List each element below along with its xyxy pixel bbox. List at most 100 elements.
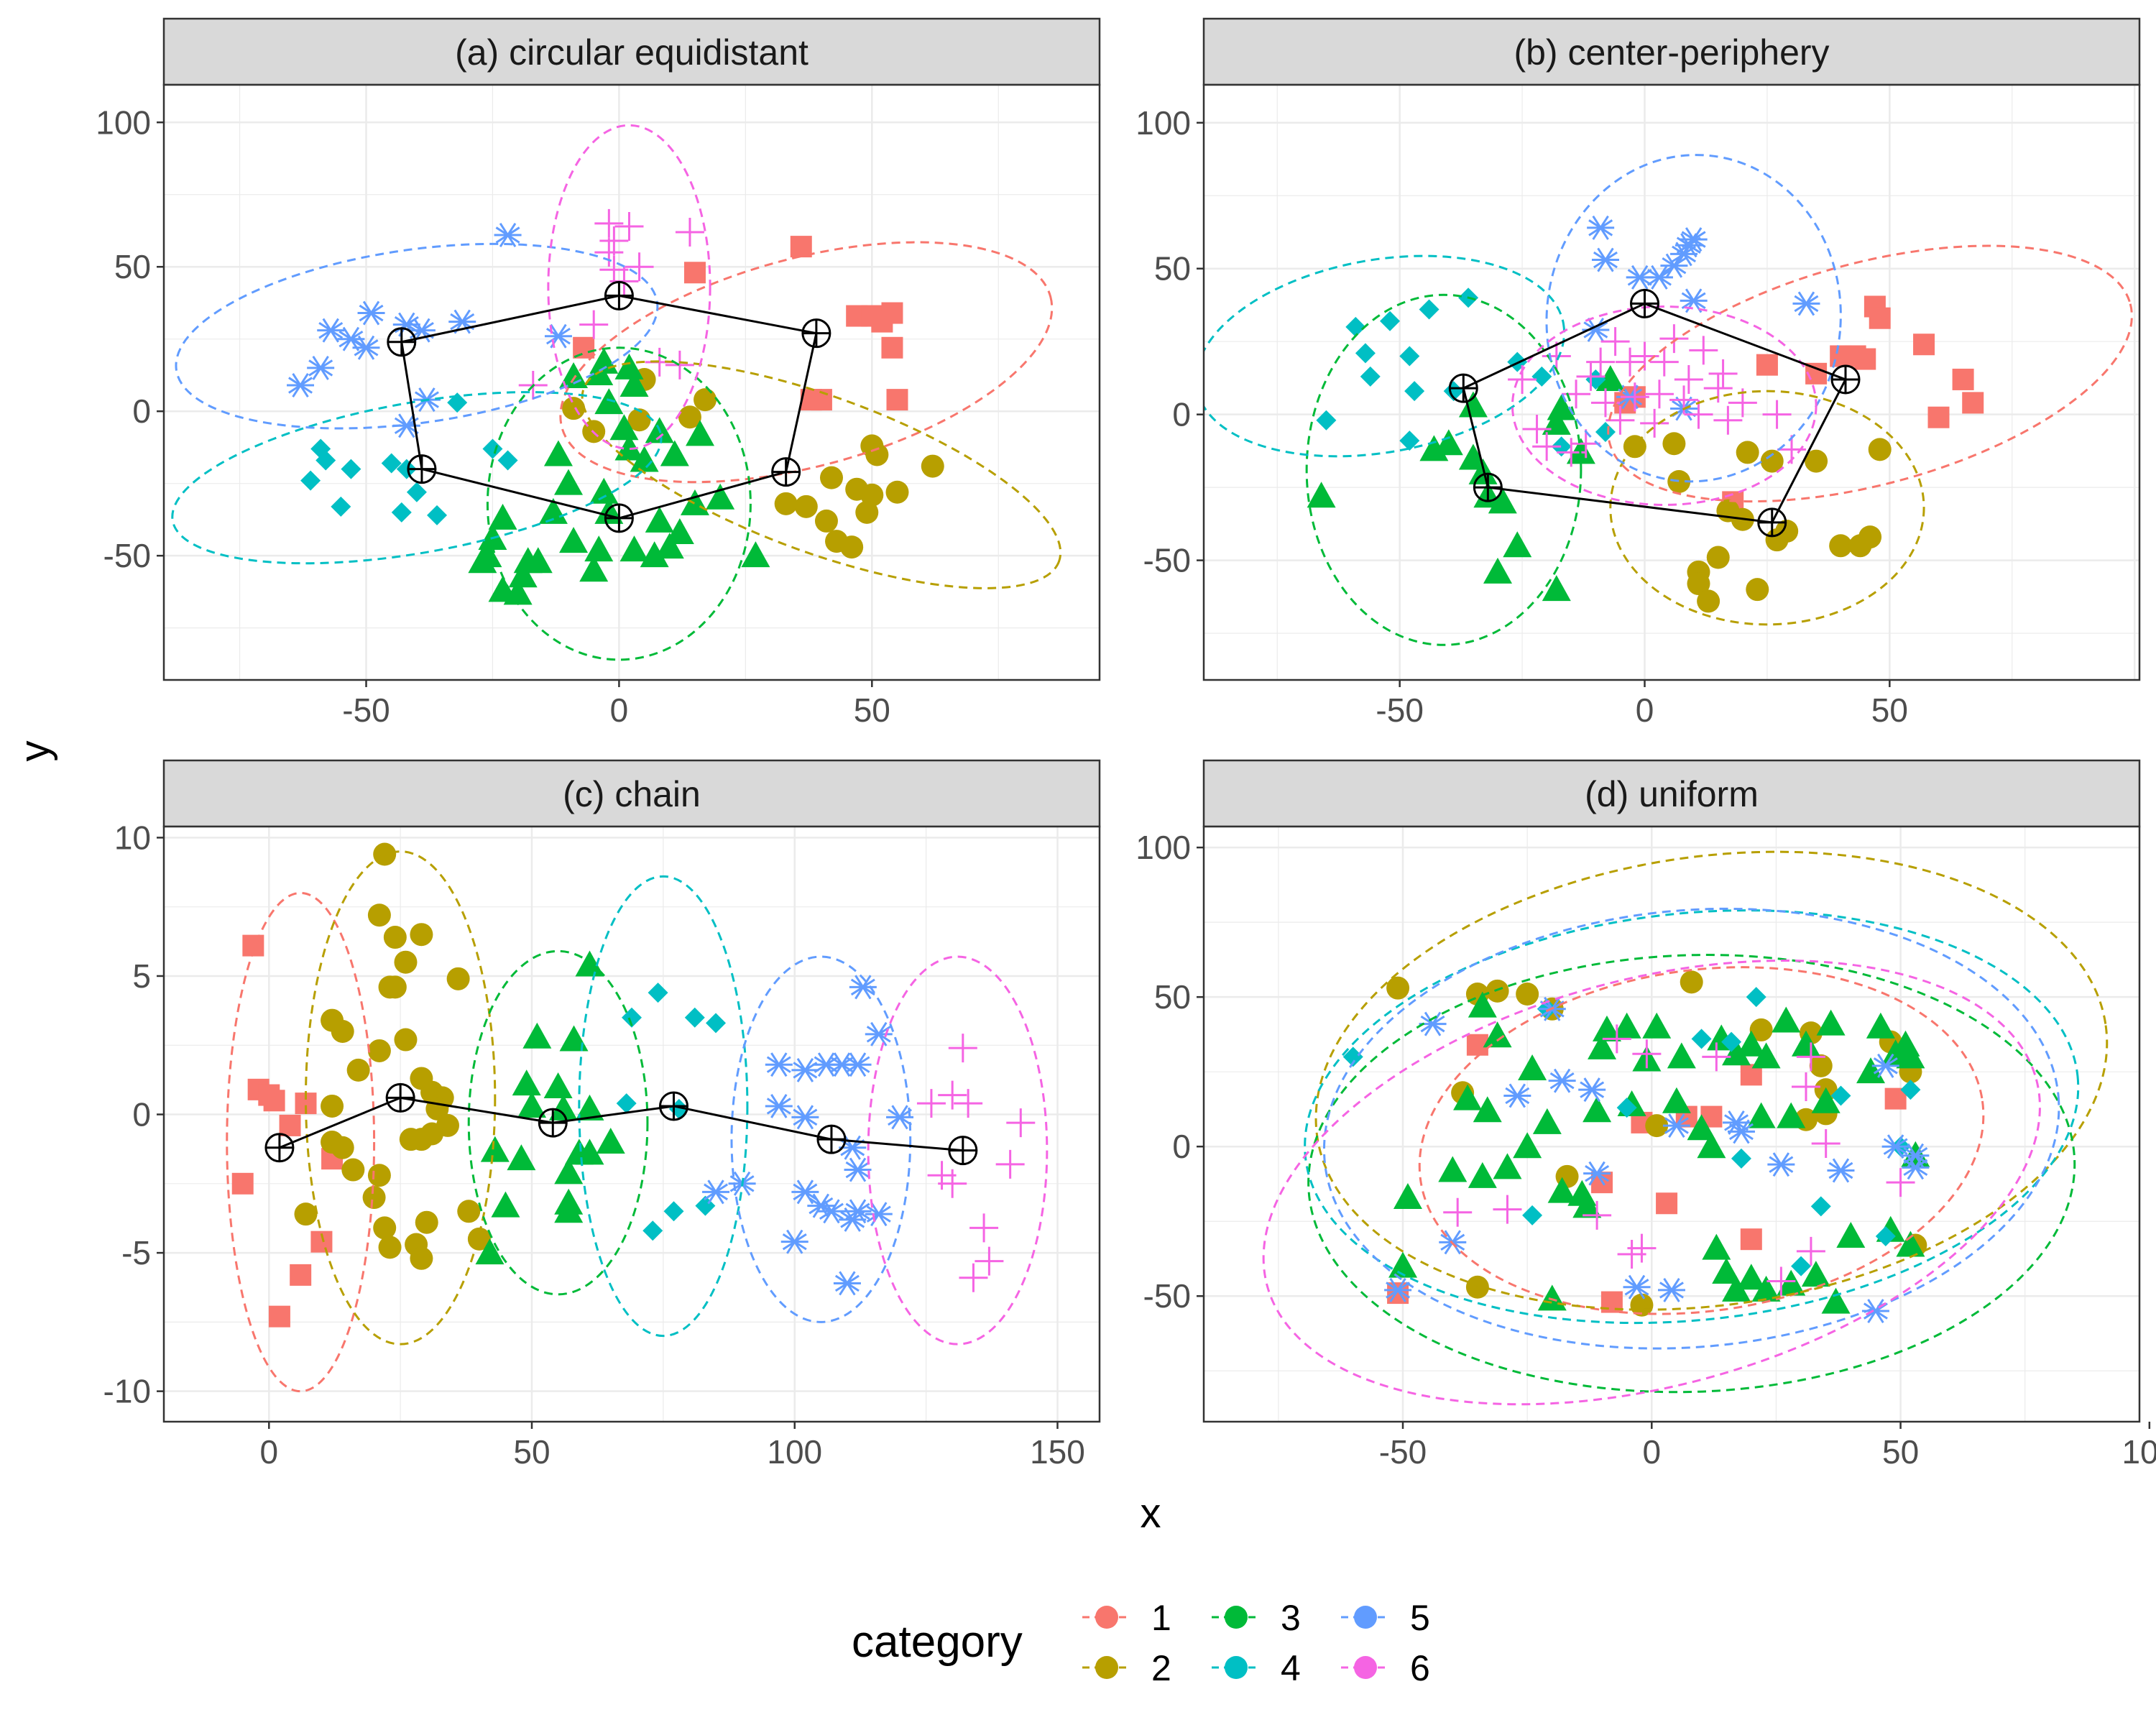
data-point [1345, 316, 1366, 337]
data-point [1913, 334, 1935, 356]
data-point [702, 1179, 730, 1205]
data-point [642, 1220, 663, 1241]
facet-strip [162, 17, 1101, 86]
data-point [660, 440, 689, 466]
data-point [1659, 324, 1689, 354]
data-point [1684, 400, 1713, 429]
data-point [954, 1089, 983, 1118]
center-marker [1757, 507, 1787, 538]
data-point [1542, 575, 1571, 602]
confidence-ellipse [581, 360, 1062, 589]
data-point [916, 1089, 946, 1118]
data-point [1582, 317, 1610, 342]
data-point [317, 318, 345, 343]
data-point [362, 1186, 386, 1210]
data-point [619, 371, 649, 397]
data-point [645, 506, 674, 533]
y-tick-label: 100 [1135, 104, 1191, 142]
data-point [1660, 253, 1688, 278]
data-point [1810, 1196, 1831, 1217]
data-point [616, 1093, 637, 1114]
confidence-ellipse [467, 949, 649, 1296]
data-point [1513, 1132, 1542, 1159]
data-point [448, 309, 476, 334]
data-point [1702, 1042, 1731, 1072]
center-marker [801, 318, 831, 349]
legend-label: 5 [1410, 1598, 1430, 1638]
data-point [1791, 1030, 1820, 1057]
data-point [337, 326, 365, 351]
data-point [1775, 520, 1799, 543]
data-point [1583, 1161, 1611, 1186]
data-point [599, 226, 629, 256]
data-point [609, 414, 639, 441]
data-point [1689, 336, 1718, 365]
legend-keys: 1 2 3 4 5 6 [1082, 1598, 1430, 1688]
data-point [1626, 264, 1654, 290]
data-point [1503, 1083, 1531, 1108]
data-point [1443, 1197, 1473, 1227]
data-point [885, 480, 909, 504]
data-point [1595, 364, 1625, 391]
legend-label: 3 [1281, 1598, 1301, 1638]
data-point [1493, 1153, 1522, 1179]
data-point [1656, 1192, 1678, 1215]
data-point [1727, 1119, 1755, 1144]
data-point [1587, 215, 1615, 240]
facet-title: (c) chain [563, 774, 701, 814]
data-point [231, 1172, 254, 1195]
data-point [543, 440, 573, 466]
x-tick-label: 50 [854, 691, 890, 729]
data-point [865, 1202, 893, 1227]
center-marker [1448, 373, 1478, 403]
data-point [1468, 1162, 1497, 1188]
data-point [794, 494, 818, 518]
data-point [1578, 1077, 1606, 1103]
data-point [1866, 1012, 1895, 1039]
confidence-ellipse [730, 955, 912, 1323]
legend-label: 2 [1151, 1648, 1171, 1688]
data-point [497, 450, 518, 471]
data-point [1868, 438, 1892, 461]
data-point [1360, 366, 1381, 387]
data-point [881, 336, 903, 359]
data-point [1830, 1085, 1851, 1106]
data-point [1483, 557, 1513, 584]
data-point [865, 1021, 893, 1046]
data-point [594, 238, 624, 267]
data-point [1952, 368, 1974, 390]
data-point [640, 541, 669, 568]
data-point [819, 466, 843, 489]
confidence-ellipse [1545, 154, 1842, 483]
data-point [609, 267, 639, 296]
data-point [1662, 432, 1686, 456]
data-point [1438, 1156, 1468, 1182]
data-point [619, 535, 649, 562]
data-point [383, 926, 407, 949]
data-point [1386, 976, 1410, 1000]
data-point [1762, 400, 1792, 429]
legend-key-1: 1 [1082, 1598, 1171, 1638]
legend-key-5: 5 [1341, 1598, 1430, 1638]
data-point [1640, 408, 1669, 438]
data-point [1393, 1182, 1422, 1209]
y-tick-label: 10 [114, 819, 151, 856]
data-point [1642, 1012, 1672, 1039]
y-tick-label: 0 [1172, 1128, 1191, 1165]
data-point [1468, 991, 1497, 1018]
data-point [1516, 983, 1539, 1006]
x-tick-label: 50 [1871, 691, 1908, 729]
data-point [1777, 1269, 1806, 1296]
data-point [341, 459, 361, 479]
data-point [1623, 435, 1646, 459]
data-point [1547, 394, 1576, 420]
data-point [886, 389, 908, 411]
data-point [367, 1039, 391, 1062]
panel-1: (a) circular equidistant -50 0 50 -50 0 50 100 [96, 17, 1101, 729]
data-point [522, 1022, 552, 1049]
data-point [1680, 970, 1703, 994]
data-point [1380, 310, 1401, 331]
y-tick-label: 0 [1172, 396, 1191, 433]
data-point [814, 509, 838, 533]
panel-2: (b) center-periphery -50 0 50 -50 0 50 100 [1135, 17, 2141, 729]
